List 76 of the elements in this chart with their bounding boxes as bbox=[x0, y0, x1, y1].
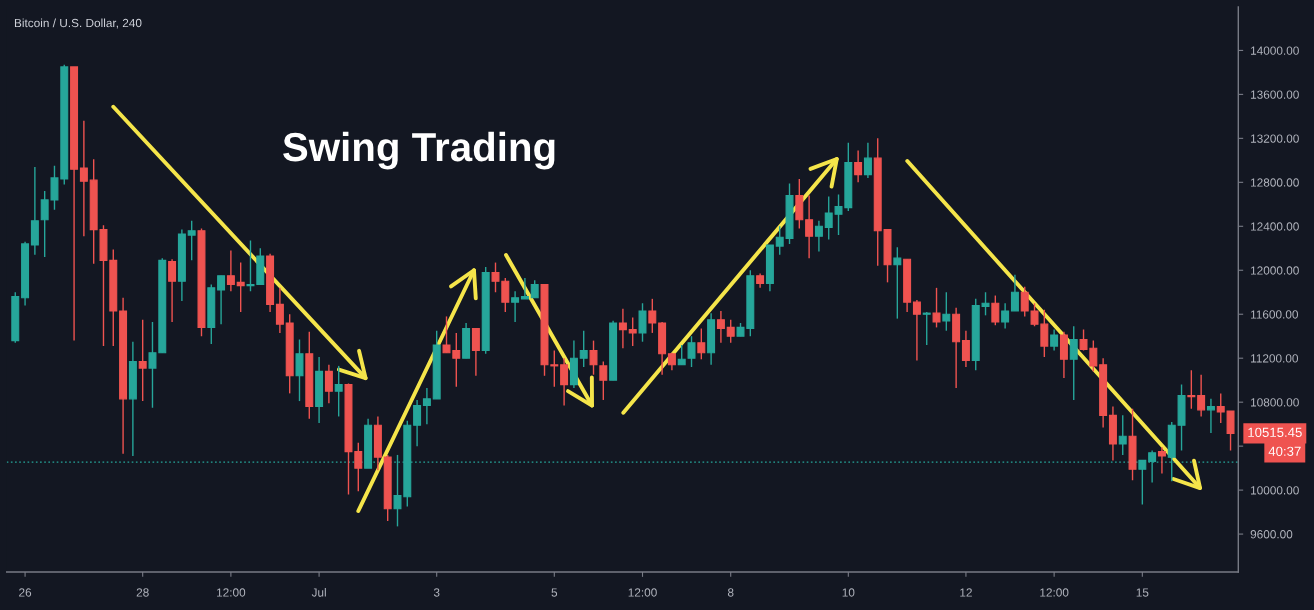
candlestick bbox=[854, 149, 863, 184]
candlestick bbox=[677, 344, 686, 366]
candlestick bbox=[628, 316, 637, 347]
candlestick bbox=[805, 194, 814, 259]
candlestick bbox=[422, 387, 431, 425]
candlestick bbox=[1187, 369, 1196, 410]
y-tick-label: 10800.00 bbox=[1251, 398, 1299, 407]
candlestick bbox=[520, 277, 529, 300]
candlestick bbox=[1197, 373, 1206, 418]
y-tick-label: 13200.00 bbox=[1251, 134, 1299, 143]
candlestick bbox=[1206, 398, 1215, 434]
x-tick-label: Jul bbox=[311, 587, 326, 597]
candlestick bbox=[599, 360, 608, 401]
y-tick-label: 14000.00 bbox=[1251, 46, 1299, 55]
candlestick bbox=[1157, 446, 1166, 475]
candlestick bbox=[226, 249, 235, 292]
candlestick bbox=[413, 399, 422, 447]
candlestick bbox=[79, 120, 88, 237]
x-tick-label: 28 bbox=[136, 588, 149, 597]
candlestick bbox=[697, 327, 706, 360]
x-tick-label: 3 bbox=[433, 588, 440, 597]
x-tick-label: 12:00 bbox=[217, 588, 246, 597]
candlestick bbox=[1069, 325, 1078, 401]
candlestick bbox=[687, 335, 696, 368]
annotation: Swing Trading bbox=[283, 131, 555, 170]
y-tick-label: 12800.00 bbox=[1251, 178, 1299, 187]
candlestick bbox=[471, 327, 480, 377]
y-tick-label: 9600.00 bbox=[1250, 530, 1293, 539]
candlestick bbox=[168, 258, 177, 323]
x-tick-label: 12:00 bbox=[1040, 588, 1069, 597]
x-tick-label: 10 bbox=[842, 588, 855, 597]
candlestick bbox=[275, 287, 284, 334]
candlestick bbox=[1010, 273, 1019, 312]
candlestick bbox=[726, 319, 735, 344]
candlestick bbox=[236, 261, 245, 313]
candlestick bbox=[579, 330, 588, 368]
candlestick bbox=[560, 357, 569, 407]
candlestick bbox=[942, 291, 951, 332]
y-tick-label: 11200.00 bbox=[1251, 354, 1299, 363]
candlestick bbox=[324, 364, 333, 404]
text: 40:37 bbox=[1268, 446, 1301, 456]
candlestick bbox=[1001, 302, 1010, 330]
candlestick bbox=[932, 287, 941, 329]
text: 10515.45 bbox=[1248, 427, 1302, 437]
x-tick-label: 12:00 bbox=[628, 588, 657, 597]
candlestick bbox=[648, 298, 657, 334]
candlestick bbox=[1050, 328, 1059, 352]
text: Bitcoin / U.S. Dollar, 240 bbox=[14, 18, 142, 29]
candlestick bbox=[511, 290, 520, 323]
x-tick-label: 15 bbox=[1136, 588, 1149, 597]
candlestick bbox=[638, 302, 647, 343]
candlestick bbox=[716, 310, 725, 344]
candlestick bbox=[187, 220, 196, 262]
candlestick bbox=[1118, 414, 1127, 456]
x-tick-label: 26 bbox=[19, 588, 32, 597]
candlestick bbox=[961, 330, 970, 368]
y-tick-label: 12400.00 bbox=[1251, 222, 1299, 231]
candlestick bbox=[912, 299, 921, 362]
y-tick-label: 13600.00 bbox=[1251, 90, 1299, 99]
candlestick bbox=[922, 311, 931, 346]
candlestick bbox=[589, 339, 598, 376]
candlestick bbox=[863, 142, 872, 179]
x-tick-label: 8 bbox=[727, 588, 734, 597]
y-tick-label: 11600.00 bbox=[1251, 310, 1299, 319]
candlestick bbox=[893, 246, 902, 320]
candlestick bbox=[991, 294, 1000, 326]
candlestick bbox=[295, 338, 304, 402]
candlestick bbox=[334, 365, 343, 418]
x-tick-label: 5 bbox=[551, 588, 558, 597]
candlestick bbox=[618, 308, 627, 350]
x-tick-label: 12 bbox=[960, 588, 972, 597]
candlestick bbox=[814, 220, 823, 253]
candlestick bbox=[217, 275, 226, 325]
candlestick bbox=[138, 319, 147, 402]
y-tick-label: 12000.00 bbox=[1251, 266, 1299, 275]
y-tick-label: 10000.00 bbox=[1251, 486, 1299, 495]
